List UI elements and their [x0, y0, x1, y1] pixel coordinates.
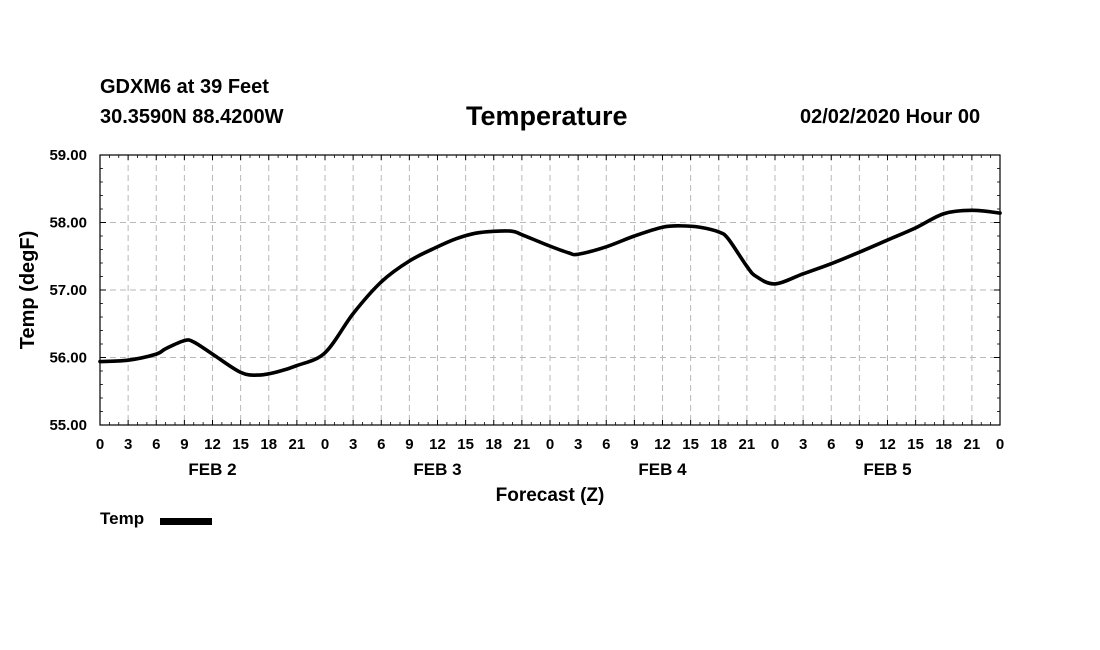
day-labels: FEB 2 FEB 3 FEB 4 FEB 5	[188, 460, 911, 479]
x-tick-label: 6	[152, 436, 160, 453]
x-tick-label: 0	[321, 436, 329, 453]
x-tick-label: 6	[827, 436, 835, 453]
day-label: FEB 2	[188, 460, 236, 479]
x-tick-label: 15	[232, 436, 249, 453]
x-tick-label: 18	[485, 436, 502, 453]
y-tick-labels: 55.00 56.00 57.00 58.00 59.00	[49, 147, 87, 434]
x-tick-label: 12	[204, 436, 221, 453]
x-tick-label: 18	[935, 436, 952, 453]
x-tick-label: 21	[964, 436, 981, 453]
x-tick-label: 9	[405, 436, 413, 453]
y-tick-label: 56.00	[49, 350, 87, 367]
x-tick-label: 21	[739, 436, 756, 453]
x-tick-label: 12	[429, 436, 446, 453]
x-axis-label: Forecast (Z)	[496, 485, 605, 506]
series-line-temp	[98, 208, 1002, 377]
coordinates-label: 30.3590N 88.4200W	[100, 106, 284, 128]
x-tick-label: 12	[654, 436, 671, 453]
x-tick-label: 3	[574, 436, 582, 453]
x-tick-label: 18	[710, 436, 727, 453]
x-tick-label: 21	[289, 436, 306, 453]
x-tick-label: 9	[630, 436, 638, 453]
x-tick-label: 6	[602, 436, 610, 453]
x-tick-label: 9	[180, 436, 188, 453]
plot-frame	[99, 154, 1001, 426]
y-tick-label: 58.00	[49, 215, 87, 232]
x-tick-label: 3	[349, 436, 357, 453]
y-tick-label: 55.00	[49, 417, 87, 434]
x-tick-labels: 0 3 6 9 12 15 18 21 0 3 6 9 12 15 18 21 0 3 6 9 12 15 18 21 0 3 6 9…	[96, 436, 1004, 453]
day-label: FEB 5	[863, 460, 911, 479]
legend-swatch	[160, 518, 212, 525]
x-tick-label: 3	[124, 436, 132, 453]
day-label: FEB 4	[638, 460, 687, 479]
x-tick-label: 15	[907, 436, 924, 453]
x-tick-label: 12	[879, 436, 896, 453]
x-tick-label: 6	[377, 436, 385, 453]
x-tick-label: 18	[260, 436, 277, 453]
chart-title: Temperature	[466, 101, 628, 131]
day-label: FEB 3	[413, 460, 461, 479]
y-tick-label: 57.00	[49, 282, 87, 299]
run-date-label: 02/02/2020 Hour 00	[800, 106, 981, 128]
x-tick-label: 3	[799, 436, 807, 453]
x-tick-label: 15	[682, 436, 699, 453]
y-tick-label: 59.00	[49, 147, 87, 164]
legend-label: Temp	[100, 509, 145, 528]
station-label: GDXM6 at 39 Feet	[100, 76, 269, 98]
grid-lines	[100, 155, 1000, 425]
x-tick-label: 0	[996, 436, 1004, 453]
x-tick-label: 0	[771, 436, 779, 453]
x-tick-label: 9	[855, 436, 863, 453]
y-axis-label: Temp (degF)	[17, 231, 39, 350]
x-tick-label: 0	[546, 436, 554, 453]
x-tick-label: 21	[514, 436, 531, 453]
x-tick-label: 15	[457, 436, 474, 453]
x-tick-label: 0	[96, 436, 104, 453]
